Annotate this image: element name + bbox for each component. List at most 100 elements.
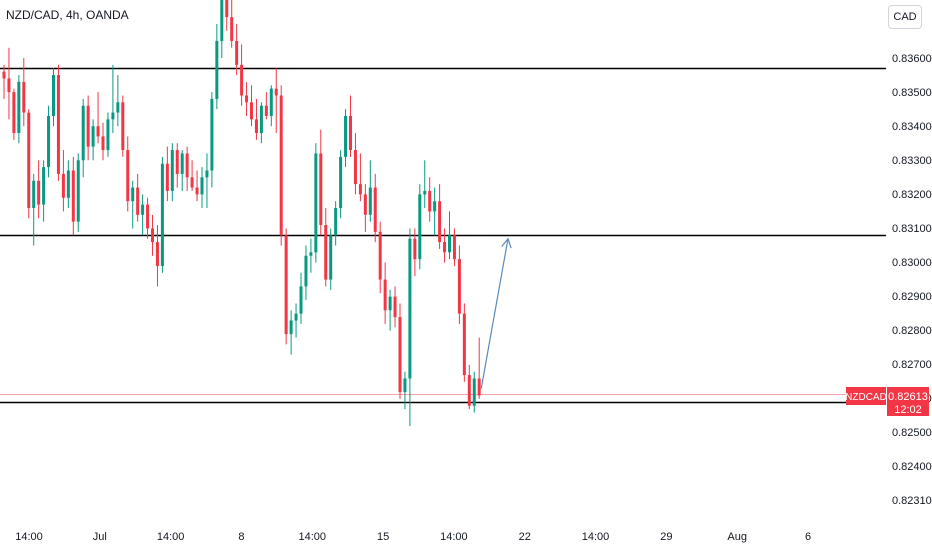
candle-body <box>457 259 461 314</box>
candle-body <box>373 187 377 232</box>
candle-body <box>91 126 95 147</box>
candle-body <box>368 187 372 215</box>
price-axis[interactable]: 0.83600 0.83500 0.83400 0.83300 0.83200 0.831… <box>892 53 932 507</box>
candle-body <box>180 153 184 174</box>
candle-body <box>146 204 150 229</box>
candle-body <box>349 115 352 151</box>
candle-body <box>467 375 471 406</box>
candle-body <box>334 208 338 236</box>
candle-body <box>299 286 303 314</box>
candle-body <box>131 187 135 202</box>
time-axis-label: 14:00 <box>299 531 327 543</box>
candle-body <box>319 153 323 226</box>
candle-body <box>165 163 169 191</box>
candle-body <box>339 156 343 208</box>
candle-body <box>245 95 249 103</box>
candle-body <box>309 252 313 256</box>
price-axis-label: 0.83300 <box>892 155 932 167</box>
candle-body <box>190 177 194 188</box>
candle-body <box>17 81 21 133</box>
price-tag-value: 0.82613 <box>888 391 928 403</box>
price-axis-label: 0.82500 <box>892 427 932 439</box>
candle-body <box>86 105 90 147</box>
candle-body <box>121 102 125 151</box>
candle-body <box>160 163 164 266</box>
price-axis-label: 0.83600 <box>892 53 932 65</box>
time-axis-label: 8 <box>238 531 244 543</box>
price-axis-label: 0.82700 <box>892 359 932 371</box>
price-tag-countdown: 12:02 <box>894 404 922 416</box>
price-axis-label: 0.83200 <box>892 189 932 201</box>
candle-body <box>205 170 209 178</box>
currency-button[interactable]: CAD <box>888 5 922 29</box>
candle-body <box>423 190 427 195</box>
candle-body <box>259 105 263 133</box>
candle-body <box>264 105 268 116</box>
support-resistance-levels <box>0 67 886 404</box>
arrow-head <box>501 237 512 249</box>
candle-body <box>393 296 397 318</box>
candle-body <box>250 102 253 120</box>
candle-body <box>448 235 451 253</box>
candle-body <box>175 150 179 174</box>
candle-body <box>403 378 407 393</box>
candle-body <box>452 235 456 260</box>
time-axis-label: 29 <box>660 531 672 543</box>
candle-body <box>353 150 357 185</box>
candle-body <box>200 177 204 195</box>
time-axis-label: 14:00 <box>582 531 610 543</box>
price-axis-label: 0.83500 <box>892 87 932 99</box>
candle-body <box>314 153 318 253</box>
candle-body <box>230 17 234 41</box>
price-axis-label: 0.82400 <box>892 461 932 473</box>
candle-body <box>378 231 382 280</box>
candle-body <box>477 378 481 396</box>
candle-body <box>418 194 422 260</box>
candle-body <box>284 235 288 335</box>
candle-body <box>438 201 442 243</box>
candle-body <box>106 119 110 151</box>
time-axis[interactable]: 14:00 Jul 14:00 8 14:00 15 14:00 22 14:00 29 Aug 6 <box>15 531 811 543</box>
candle-body <box>27 112 31 208</box>
candle-body <box>22 81 26 113</box>
candle-body <box>170 150 174 191</box>
time-axis-label: 6 <box>805 531 811 543</box>
candle-body <box>56 75 60 174</box>
candle-body <box>324 225 328 280</box>
candle-body <box>71 170 75 222</box>
candle-body <box>254 119 258 133</box>
candles <box>2 0 481 427</box>
projection-arrow <box>480 237 512 389</box>
candle-body <box>472 378 476 406</box>
symbol-title: NZD/CAD, 4h, OANDA <box>6 8 129 22</box>
candle-body <box>101 136 105 151</box>
candle-body <box>47 115 51 168</box>
candle-body <box>61 173 65 198</box>
candle-body <box>383 279 387 311</box>
candle-body <box>111 112 115 120</box>
candle-body <box>151 228 154 243</box>
candle-body <box>388 296 392 311</box>
price-axis-label: 0.83100 <box>892 223 932 235</box>
arrow-shaft <box>480 238 509 389</box>
candle-body <box>274 88 278 96</box>
price-tag-value-bg <box>887 387 929 416</box>
candle-body <box>279 95 283 236</box>
time-axis-label: 14:00 <box>157 531 185 543</box>
price-axis-label: 0.82900 <box>892 291 932 303</box>
candle-body <box>116 102 120 113</box>
candle-body <box>443 242 447 253</box>
price-axis-label: 0.82800 <box>892 325 932 337</box>
candle-body <box>235 40 239 65</box>
candle-body <box>155 242 159 266</box>
candle-body <box>37 180 41 205</box>
candle-body <box>304 255 308 287</box>
candle-body <box>269 88 273 116</box>
candle-body <box>413 238 417 260</box>
candle-body <box>96 126 100 137</box>
candle-body <box>462 313 466 376</box>
time-axis-label: Aug <box>727 531 747 543</box>
candle-body <box>240 64 244 96</box>
time-axis-label: 15 <box>377 531 389 543</box>
